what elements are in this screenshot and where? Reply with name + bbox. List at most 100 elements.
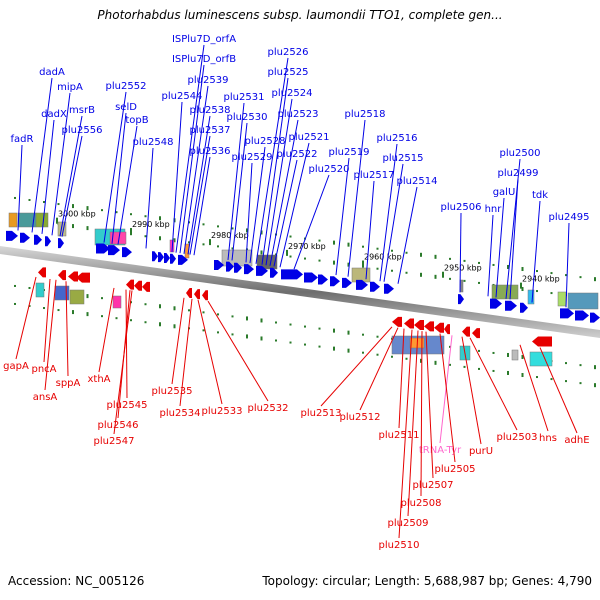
gene-label[interactable]: hnr (485, 204, 503, 215)
gene-label[interactable]: xthA (87, 374, 110, 385)
gene-label[interactable]: plu2511 (379, 430, 420, 441)
forward-gene-arrow[interactable] (356, 279, 368, 290)
reverse-gene-arrow[interactable] (68, 271, 78, 282)
gene-label[interactable]: ISPlu7D_orfA (172, 34, 236, 45)
gene-label[interactable]: plu2534 (160, 408, 201, 419)
gene-label[interactable]: plu2518 (345, 109, 386, 120)
gene-label[interactable]: plu2528 (245, 136, 286, 147)
forward-gene-arrow[interactable] (256, 265, 268, 276)
gene-label[interactable]: plu2546 (98, 420, 139, 431)
forward-gene-arrow[interactable] (304, 272, 318, 283)
gene-label[interactable]: dadX (41, 109, 67, 120)
gene-label[interactable]: plu2512 (340, 412, 381, 423)
gene-label[interactable]: plu2509 (388, 518, 429, 529)
gene-label[interactable]: plu2500 (500, 148, 541, 159)
forward-gene-arrow[interactable] (108, 245, 120, 256)
gene-label[interactable]: plu2533 (202, 406, 243, 417)
forward-gene-arrow[interactable] (6, 230, 18, 241)
gene-label[interactable]: plu2506 (441, 202, 482, 213)
reverse-gene-arrow[interactable] (58, 270, 66, 281)
gene-label[interactable]: pncA (31, 364, 56, 375)
gene-label[interactable]: plu2513 (301, 408, 342, 419)
forward-gene-arrow[interactable] (164, 252, 170, 263)
gene-label[interactable]: plu2525 (268, 67, 309, 78)
gene-label[interactable]: plu2547 (94, 436, 135, 447)
gene-label[interactable]: fadR (11, 134, 34, 145)
gene-label[interactable]: gapA (3, 361, 29, 372)
gene-label[interactable]: plu2520 (309, 164, 350, 175)
gene-label[interactable]: plu2521 (289, 132, 330, 143)
gene-label[interactable]: plu2545 (107, 400, 148, 411)
forward-gene-arrow[interactable] (178, 254, 188, 265)
gene-label[interactable]: plu2537 (190, 125, 231, 136)
gene-label[interactable]: dadA (39, 67, 65, 78)
reverse-gene-arrow[interactable] (134, 280, 142, 291)
forward-gene-arrow[interactable] (590, 312, 600, 323)
gene-label[interactable]: plu2530 (227, 112, 268, 123)
gene-label[interactable]: tdk (532, 190, 548, 201)
gene-label[interactable]: msrB (69, 105, 95, 116)
gene-label[interactable]: plu2532 (248, 403, 289, 414)
forward-gene-arrow[interactable] (505, 300, 517, 311)
forward-gene-arrow[interactable] (318, 274, 328, 285)
forward-gene-arrow[interactable] (342, 277, 352, 288)
gene-label[interactable]: plu2548 (133, 137, 174, 148)
reverse-gene-arrow[interactable] (202, 290, 208, 301)
forward-gene-arrow[interactable] (58, 238, 64, 249)
gene-label[interactable]: plu2544 (162, 91, 203, 102)
forward-gene-arrow[interactable] (20, 232, 30, 243)
reverse-gene-arrow[interactable] (472, 328, 480, 339)
gene-label[interactable]: plu2529 (232, 152, 273, 163)
forward-gene-arrow[interactable] (270, 267, 278, 278)
gene-label[interactable]: tRNA-Tyr (419, 445, 462, 456)
gene-label[interactable]: plu2535 (152, 386, 193, 397)
forward-gene-arrow[interactable] (575, 310, 589, 321)
reverse-gene-arrow[interactable] (424, 321, 434, 332)
forward-gene-arrow[interactable] (45, 236, 51, 247)
forward-gene-arrow[interactable] (34, 234, 42, 245)
reverse-gene-arrow[interactable] (434, 322, 444, 333)
reverse-gene-arrow[interactable] (194, 289, 200, 300)
forward-gene-arrow[interactable] (490, 298, 502, 309)
gene-label[interactable]: plu2495 (549, 212, 590, 223)
gene-label[interactable]: plu2505 (435, 464, 476, 475)
gene-label[interactable]: plu2536 (190, 146, 231, 157)
gene-label[interactable]: plu2524 (272, 88, 313, 99)
gene-label[interactable]: galU (493, 187, 516, 198)
forward-gene-arrow[interactable] (370, 281, 380, 292)
reverse-gene-arrow[interactable] (126, 279, 134, 290)
reverse-gene-arrow[interactable] (186, 288, 192, 299)
reverse-gene-arrow[interactable] (532, 336, 552, 347)
gene-label[interactable]: plu2514 (397, 176, 438, 187)
gene-label[interactable]: plu2519 (329, 147, 370, 158)
reverse-gene-arrow[interactable] (392, 316, 402, 327)
gene-label[interactable]: purU (469, 446, 493, 457)
gene-label[interactable]: adhE (564, 435, 589, 446)
reverse-gene-arrow[interactable] (444, 324, 450, 335)
forward-gene-arrow[interactable] (152, 251, 158, 262)
gene-label[interactable]: plu2503 (497, 432, 538, 443)
gene-label[interactable]: selD (115, 102, 137, 113)
forward-gene-arrow[interactable] (560, 308, 574, 319)
gene-label[interactable]: topB (125, 115, 148, 126)
forward-gene-arrow[interactable] (234, 262, 242, 273)
reverse-gene-arrow[interactable] (38, 267, 46, 278)
gene-label[interactable]: plu2526 (268, 47, 309, 58)
gene-label[interactable]: hns (539, 433, 557, 444)
gene-label[interactable]: plu2556 (62, 125, 103, 136)
gene-label[interactable]: plu2507 (413, 480, 454, 491)
forward-gene-arrow[interactable] (158, 252, 164, 263)
gene-label[interactable]: plu2510 (379, 540, 420, 551)
reverse-gene-arrow[interactable] (414, 319, 424, 330)
gene-label[interactable]: plu2538 (190, 105, 231, 116)
forward-gene-arrow[interactable] (214, 259, 224, 270)
reverse-gene-arrow[interactable] (404, 318, 414, 329)
gene-label[interactable]: plu2539 (188, 75, 229, 86)
gene-label[interactable]: plu2523 (278, 109, 319, 120)
forward-gene-arrow[interactable] (384, 283, 394, 294)
gene-label[interactable]: ansA (33, 392, 58, 403)
gene-label[interactable]: plu2508 (401, 498, 442, 509)
gene-label[interactable]: plu2522 (277, 149, 318, 160)
reverse-gene-arrow[interactable] (76, 272, 90, 283)
forward-gene-arrow[interactable] (170, 253, 176, 264)
